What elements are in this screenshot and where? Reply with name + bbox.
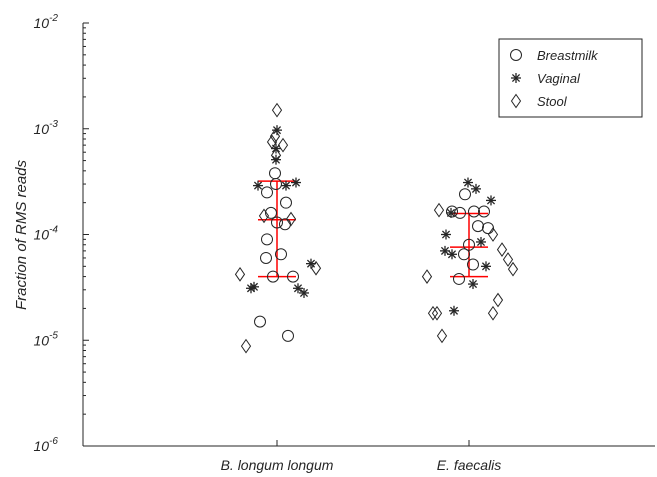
data-points	[234, 102, 519, 354]
data-point-circle	[269, 167, 281, 180]
data-point-diamond	[487, 227, 499, 242]
plot-axes: 10-6 10-5 10-4 10-3 10-2 B. longum longum E. f…	[34, 13, 655, 473]
data-point-diamond	[421, 269, 433, 284]
data-point-diamond	[492, 292, 504, 308]
data-point-asterisk	[486, 195, 496, 206]
data-point-diamond	[496, 242, 508, 257]
data-point-diamond	[270, 148, 282, 163]
data-point-diamond	[487, 305, 499, 321]
y-tick-label: 10-2	[34, 13, 59, 31]
legend-label: Breastmilk	[537, 48, 599, 63]
data-point-circle	[467, 258, 479, 271]
legend: Breastmilk Vaginal Stool	[498, 38, 643, 118]
data-point-diamond	[285, 211, 297, 227]
data-point-circle	[261, 186, 273, 199]
y-tick-label: 10-3	[34, 119, 59, 137]
data-point-circle	[459, 188, 471, 201]
legend-marker-diamond	[510, 93, 522, 109]
legend-marker-circle	[510, 49, 522, 61]
data-point-diamond	[240, 338, 252, 354]
data-point-diamond	[427, 305, 439, 321]
data-point-diamond	[502, 252, 514, 267]
data-point-circle	[267, 270, 279, 283]
data-point-diamond	[507, 261, 519, 277]
data-point-diamond	[277, 137, 289, 153]
data-point-circle	[280, 196, 292, 209]
error-bars	[258, 180, 488, 278]
data-point-circle	[468, 205, 480, 218]
legend-label: Vaginal	[537, 71, 581, 86]
data-point-circle	[453, 272, 465, 285]
data-point-circle	[446, 205, 458, 218]
error-bar	[258, 180, 296, 278]
data-point-asterisk	[299, 287, 309, 298]
data-point-circle	[261, 233, 273, 246]
data-point-asterisk	[471, 183, 481, 194]
y-axis-label: Fraction of RMS reads	[13, 159, 30, 310]
data-point-circle	[265, 206, 277, 219]
y-tick-label: 10-4	[34, 225, 59, 243]
data-point-diamond	[258, 208, 270, 224]
data-point-circle	[282, 329, 294, 342]
data-point-circle	[254, 315, 266, 328]
data-point-circle	[482, 222, 494, 235]
y-tick-label: 10-5	[34, 330, 59, 348]
data-point-circle	[271, 216, 283, 229]
data-point-diamond	[266, 134, 278, 150]
data-point-asterisk	[446, 207, 456, 218]
data-point-asterisk	[249, 281, 259, 292]
data-point-asterisk	[468, 279, 478, 290]
legend-label: Stool	[537, 94, 568, 109]
data-point-circle	[287, 270, 299, 283]
data-point-asterisk	[291, 177, 301, 188]
data-point-diamond	[431, 305, 443, 321]
data-point-asterisk	[293, 283, 303, 294]
data-point-circle	[463, 238, 475, 251]
y-tick-label: 10-6	[34, 436, 59, 454]
data-point-diamond	[436, 328, 448, 344]
x-tick-label: B. longum longum	[221, 457, 334, 473]
data-point-asterisk	[253, 180, 263, 191]
data-point-asterisk	[272, 125, 282, 136]
data-point-diamond	[433, 202, 445, 218]
data-point-circle	[275, 248, 287, 261]
data-point-asterisk	[447, 249, 457, 260]
data-point-circle	[472, 220, 484, 233]
data-point-circle	[478, 205, 490, 218]
data-point-asterisk	[481, 261, 491, 272]
data-point-asterisk	[463, 177, 473, 188]
data-point-asterisk	[449, 305, 459, 316]
data-point-circle	[458, 248, 470, 261]
data-point-circle	[270, 178, 282, 191]
data-point-diamond	[271, 102, 283, 118]
data-point-asterisk	[476, 236, 486, 247]
data-point-asterisk	[271, 154, 281, 165]
legend-marker-asterisk	[511, 73, 521, 83]
data-point-diamond	[234, 266, 246, 282]
data-point-asterisk	[281, 180, 291, 191]
data-point-asterisk	[441, 229, 451, 240]
data-point-diamond	[310, 260, 322, 276]
data-point-diamond	[269, 128, 281, 144]
data-point-circle	[260, 251, 272, 264]
legend-box	[498, 38, 643, 118]
x-tick-label: E. faecalis	[437, 457, 502, 473]
